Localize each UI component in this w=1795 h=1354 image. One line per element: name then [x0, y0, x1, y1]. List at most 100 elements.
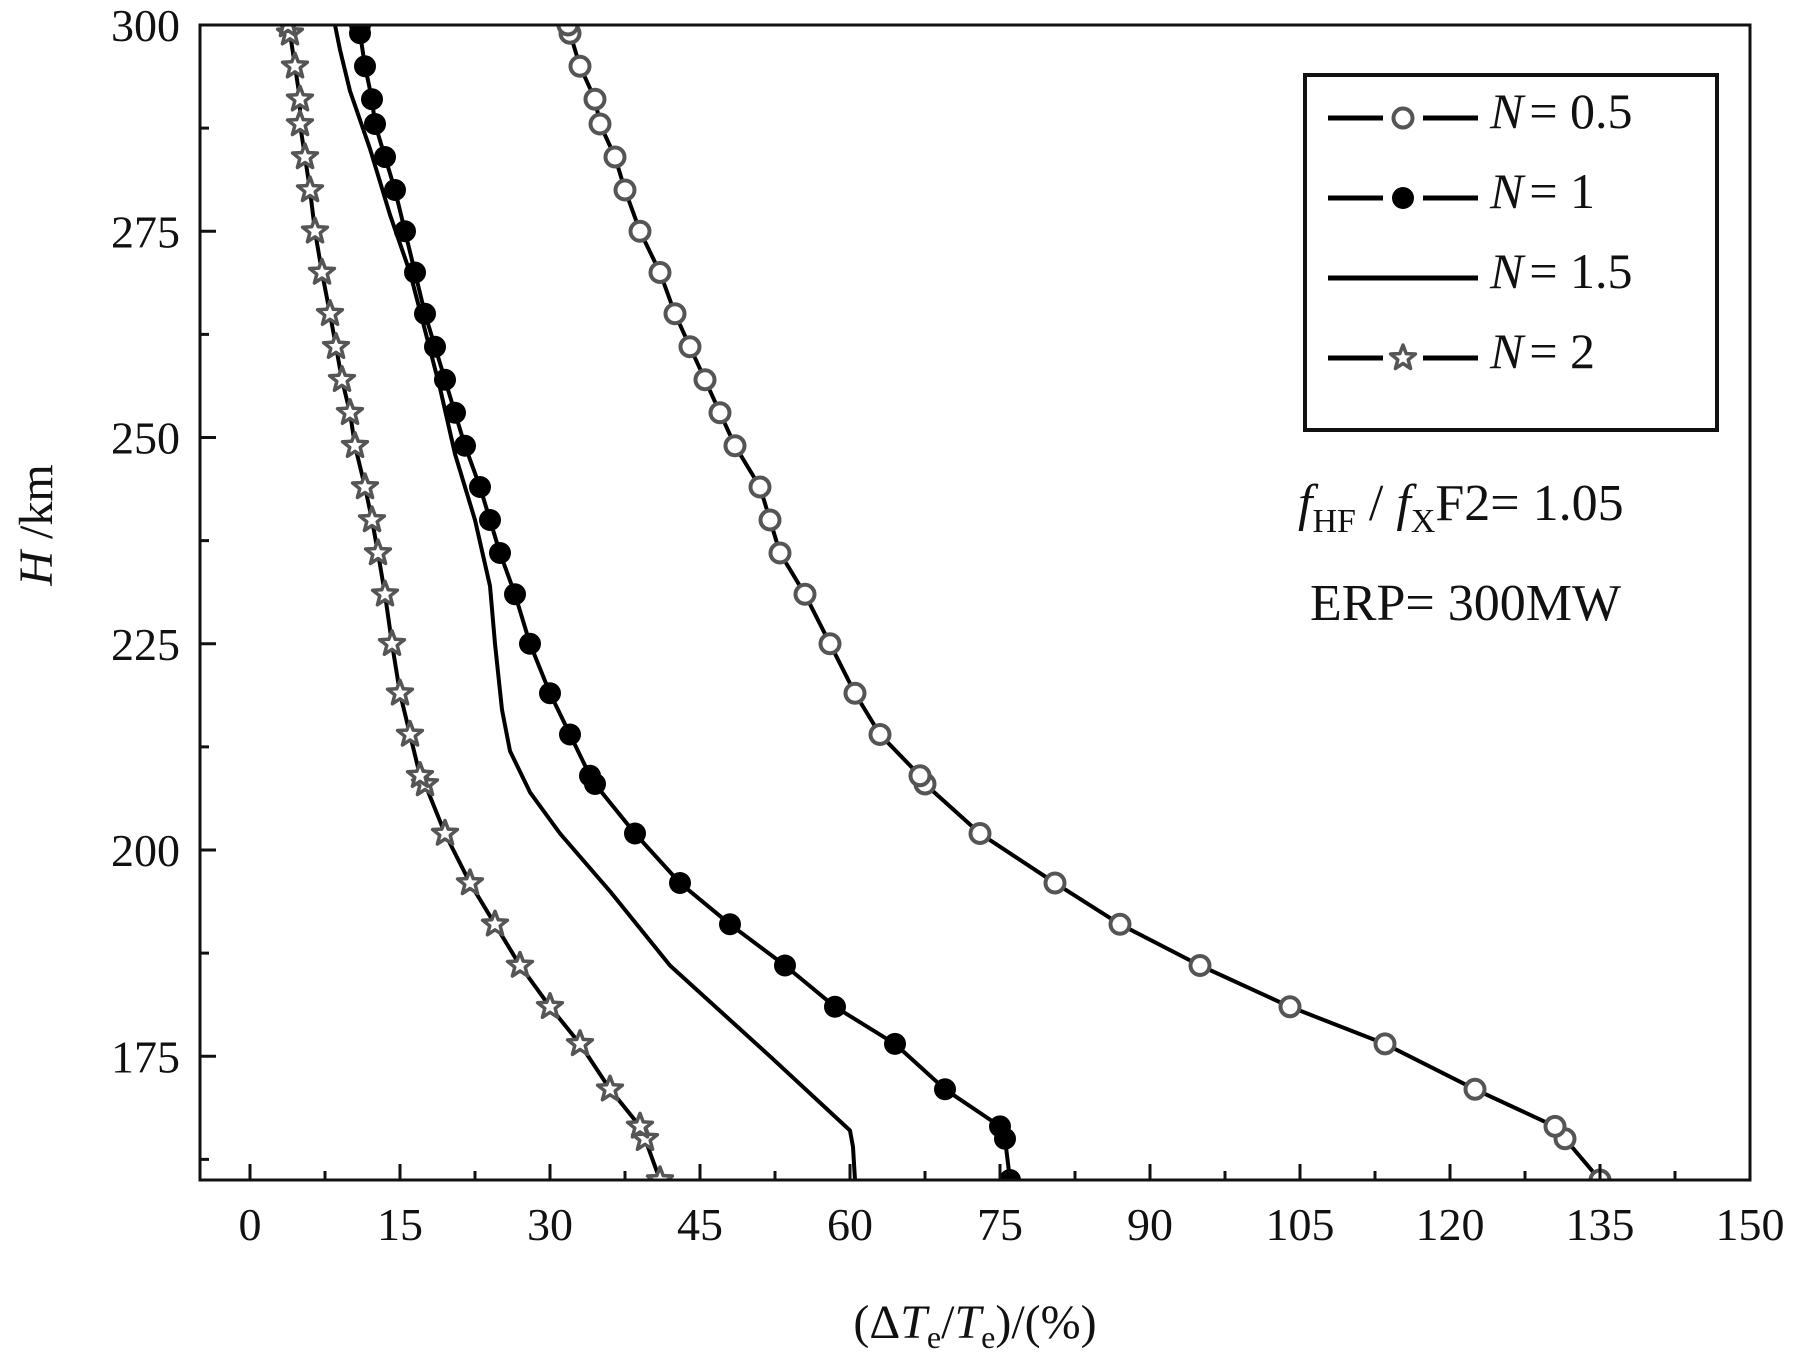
series-2-point — [504, 583, 526, 606]
series-4-point — [625, 1111, 655, 1139]
legend-label-n2: N = 2 — [1489, 323, 1595, 379]
plot-area — [275, 25, 1612, 1180]
series-4-point — [280, 51, 310, 79]
series-2-point — [374, 146, 396, 168]
annotation-erp: ERP= 300MW — [1310, 575, 1621, 632]
series-1-point — [556, 25, 580, 37]
series-2-point — [454, 434, 476, 457]
x-tick-label: 105 — [1266, 1199, 1335, 1250]
legend-label-n05: N = 0.5 — [1489, 83, 1633, 139]
series-1-point — [843, 681, 867, 705]
x-tick-label: 135 — [1566, 1199, 1635, 1250]
series-4-point — [395, 719, 425, 747]
series-1-point — [723, 434, 747, 458]
series-line-4 — [286, 25, 662, 1180]
x-tick-label: 120 — [1416, 1199, 1485, 1250]
series-2-point — [719, 913, 741, 936]
series-2-point — [479, 509, 501, 531]
series-1-point — [568, 54, 592, 78]
series-1-point — [868, 723, 892, 746]
x-tick-label: 150 — [1716, 1199, 1785, 1250]
legend-samples — [1328, 100, 1478, 376]
series-1-point — [818, 632, 842, 656]
series-line-2 — [358, 25, 1012, 1180]
y-tick-label: 175 — [111, 1031, 180, 1082]
series-2-point — [559, 723, 581, 746]
series-4-point — [350, 472, 380, 500]
series-4-point — [295, 175, 325, 203]
series-1-point — [613, 178, 637, 202]
series-4-point — [595, 1074, 625, 1102]
series-1-point — [758, 508, 782, 532]
series-1-point — [748, 475, 772, 499]
series-4-point — [565, 1029, 595, 1057]
series-4-point — [285, 84, 315, 112]
axis-ticks: 0 15 30 45 60 75 90 105 120 135 150 175 200 225 250 275… — [111, 0, 1785, 1250]
series-4-point — [505, 950, 535, 978]
series-1-point — [1373, 1032, 1397, 1056]
x-tick-label: 60 — [827, 1199, 873, 1250]
x-axis-title: (ΔTe/Te)/(%) — [853, 1296, 1096, 1354]
series-1-point — [603, 145, 627, 169]
series-4-point — [357, 505, 387, 533]
series-4-point — [363, 538, 393, 566]
legend-label-n1: N = 1 — [1489, 163, 1595, 219]
x-tick-label: 45 — [677, 1199, 723, 1250]
x-tick-label: 0 — [239, 1199, 262, 1250]
y-tick-label: 225 — [111, 619, 180, 670]
series-1-point — [1108, 912, 1132, 936]
series-2-point — [519, 632, 541, 655]
series-1-point — [968, 822, 992, 845]
series-1-point — [768, 541, 792, 565]
series-1-point — [663, 302, 687, 326]
series-4-point — [340, 431, 370, 459]
series-1-point — [693, 368, 717, 392]
series-2-point — [579, 764, 601, 787]
series-1-point — [908, 764, 932, 788]
y-tick-label: 275 — [111, 206, 180, 257]
series-2-point — [364, 113, 386, 135]
legend-sample-marker — [1391, 106, 1415, 130]
series-line-3 — [333, 25, 857, 1180]
series-1-point — [588, 112, 612, 136]
series-2-point — [469, 476, 491, 498]
x-tick-label: 90 — [1127, 1199, 1173, 1250]
series-4-point — [321, 332, 351, 360]
y-tick-label: 200 — [111, 825, 180, 876]
series-4-point — [385, 678, 415, 706]
y-tick-label: 300 — [111, 0, 180, 51]
plot-frame — [198, 23, 1752, 1182]
x-tick-label: 75 — [977, 1199, 1023, 1250]
series-2-point — [999, 1169, 1021, 1180]
series-2-point — [934, 1078, 956, 1101]
x-tick-label: 15 — [377, 1199, 423, 1250]
series-4-point — [307, 257, 337, 285]
series-1-point — [1278, 995, 1302, 1019]
series-1-point — [1188, 954, 1212, 977]
y-tick-label: 250 — [111, 413, 180, 464]
series-4-point — [645, 1165, 675, 1180]
legend-sample-marker — [1392, 187, 1414, 209]
series-4-point — [405, 761, 435, 789]
legend: N = 0.5 N = 1 N = 1.5 N = 2 — [1303, 73, 1719, 432]
series-1-point — [678, 335, 702, 359]
series-2-point — [624, 822, 646, 845]
series-2-point — [354, 55, 376, 78]
series-4-point — [300, 216, 330, 244]
series-2-point — [444, 401, 466, 424]
series-4-point — [430, 818, 460, 846]
series-4-point — [455, 868, 485, 896]
series-4-point — [335, 398, 365, 426]
series-1-point — [583, 87, 607, 111]
series-4-point — [290, 142, 320, 170]
series-1-point — [1043, 871, 1067, 895]
x-tick-label: 30 — [527, 1199, 573, 1250]
series-2-point — [884, 1032, 906, 1055]
series-4-point — [370, 579, 400, 607]
series-1-point — [1463, 1077, 1487, 1101]
series-2-point — [384, 179, 406, 201]
series-2-point — [349, 25, 371, 36]
series-2-point — [989, 1115, 1011, 1138]
series-2-point — [669, 872, 691, 894]
